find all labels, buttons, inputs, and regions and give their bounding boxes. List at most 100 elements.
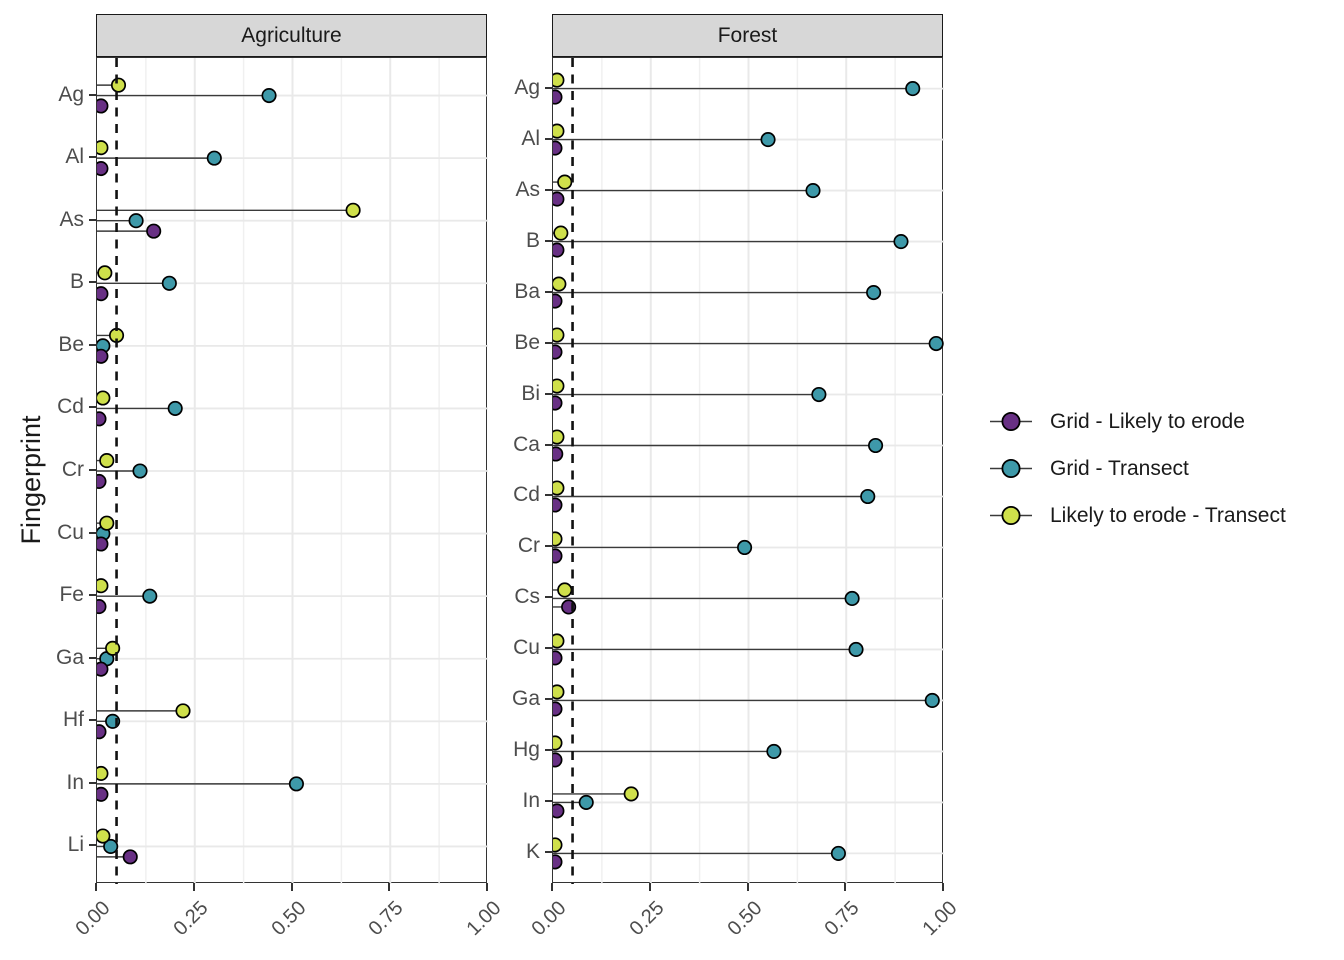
legend-key-icon [990, 411, 1032, 432]
data-point [97, 536, 109, 552]
y-axis-label: Li [67, 833, 84, 857]
data-point [553, 123, 565, 139]
data-point [553, 854, 563, 870]
x-axis-tick-label: 0.75 [820, 897, 864, 941]
legend-item-likely-to-erode-transect: Likely to erode - Transect [988, 500, 1286, 531]
data-point [553, 225, 569, 241]
y-axis-tick [545, 290, 552, 293]
data-point [97, 828, 111, 844]
x-axis-tick-label: 0.50 [722, 897, 767, 941]
data-point [99, 515, 115, 531]
y-axis-label: Ga [55, 645, 84, 669]
legend-label: Likely to erode - Transect [1050, 503, 1286, 527]
y-axis-tick [545, 851, 552, 854]
data-point [110, 77, 127, 93]
data-point [893, 234, 909, 250]
data-point [553, 650, 563, 666]
x-axis-tick-label: 1.00 [462, 897, 506, 941]
data-point [553, 701, 563, 717]
y-axis-label: As [515, 177, 540, 201]
panel-plot-area [97, 58, 488, 884]
data-point [99, 453, 115, 469]
data-point [161, 275, 177, 291]
data-point [553, 378, 565, 394]
data-point [553, 344, 563, 360]
y-axis-label: Be [58, 332, 84, 356]
x-axis-tick [844, 883, 847, 891]
y-axis-label: Ag [58, 82, 84, 106]
y-axis-label: B [69, 270, 84, 294]
y-axis-label: Ag [514, 75, 540, 99]
data-point [928, 335, 944, 352]
y-axis-label: B [525, 228, 540, 252]
data-point [848, 641, 864, 658]
y-axis-label: Ga [511, 687, 540, 711]
y-axis-label: Fe [59, 583, 84, 607]
data-point [345, 202, 361, 218]
legend-key-icon [990, 505, 1032, 526]
data-point [142, 588, 158, 604]
data-point [553, 548, 563, 564]
y-axis-label: Cr [517, 534, 540, 558]
legend-item-grid-likely-to-erode: Grid - Likely to erode [988, 406, 1286, 437]
y-axis-label: Ca [513, 432, 540, 456]
y-axis-label: Bi [521, 381, 540, 405]
y-axis-tick [545, 188, 552, 191]
data-point [553, 735, 563, 751]
data-point [766, 743, 782, 759]
data-point [97, 473, 107, 489]
y-axis-tick [545, 137, 552, 140]
data-point [97, 98, 109, 114]
y-axis-label: Be [514, 330, 540, 354]
x-axis-tick-label: 0.25 [169, 897, 213, 941]
data-point [868, 437, 884, 454]
x-axis-tick [746, 883, 749, 891]
data-point [97, 286, 109, 302]
data-point [146, 223, 162, 239]
y-axis-tick [89, 594, 96, 597]
facet-title: Agriculture [241, 23, 342, 47]
data-point [97, 161, 109, 177]
legend-item-grid-transect: Grid - Transect [988, 453, 1286, 484]
data-point [175, 703, 191, 719]
data-point [860, 488, 876, 505]
y-axis-tick [89, 281, 96, 284]
facet-strip-agriculture: Agriculture [96, 14, 487, 57]
data-point [553, 327, 565, 343]
data-point [805, 183, 821, 199]
data-point [553, 191, 565, 207]
data-point [206, 150, 222, 166]
data-point [553, 531, 563, 547]
data-point [288, 776, 304, 792]
y-axis-label: Cd [57, 395, 84, 419]
y-axis-label: Al [521, 126, 540, 150]
data-point [97, 724, 107, 740]
data-point [553, 89, 563, 105]
data-point [132, 463, 148, 479]
data-point [97, 578, 109, 594]
y-axis-tick [545, 749, 552, 752]
data-point [553, 395, 563, 411]
data-point [866, 284, 882, 301]
data-point [128, 213, 144, 229]
data-point [553, 684, 565, 700]
data-point [97, 661, 109, 677]
x-axis-tick-label: 1.00 [918, 897, 962, 941]
y-axis-label: Cr [61, 458, 84, 481]
data-point [97, 390, 111, 406]
y-axis-tick [545, 239, 552, 242]
y-axis-label: In [522, 789, 540, 813]
data-point [924, 692, 940, 708]
y-axis-tick [545, 698, 552, 701]
data-point [811, 386, 827, 403]
y-axis-tick [545, 443, 552, 446]
y-axis-label: Cu [57, 520, 84, 544]
data-point [553, 72, 565, 88]
data-point [103, 838, 119, 855]
data-point [97, 786, 109, 802]
data-point [553, 752, 563, 768]
data-point [830, 845, 846, 861]
x-axis-tick-label: 0.00 [527, 897, 571, 941]
legend-label: Grid - Likely to erode [1050, 409, 1245, 433]
y-axis-tick [545, 392, 552, 395]
